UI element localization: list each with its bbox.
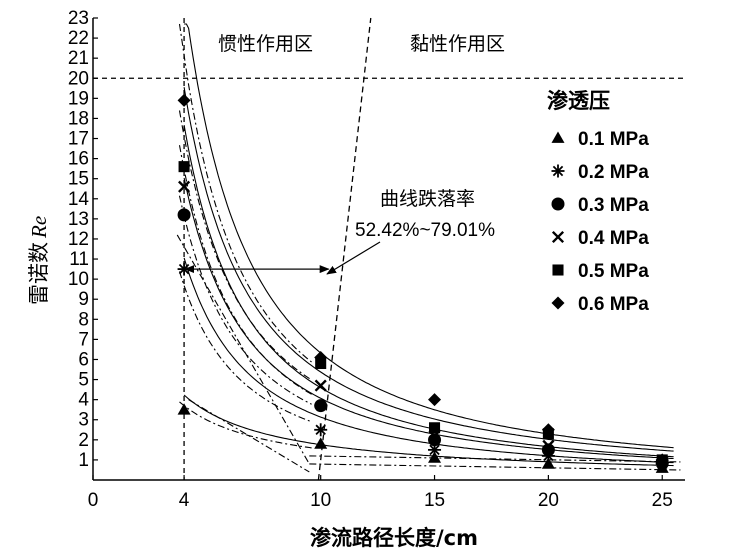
y-tick-label: 8 — [78, 309, 89, 330]
legend-marker-asterisk — [551, 164, 565, 178]
data-point-diamond — [655, 453, 669, 467]
fit-curve-solid — [183, 87, 674, 452]
data-point-triangle — [428, 451, 442, 463]
x-tick-label: 15 — [424, 490, 445, 511]
data-point-cross — [178, 180, 191, 193]
fit-curve-dashdot — [178, 23, 312, 363]
x-tick-label: 10 — [310, 490, 331, 511]
data-point-triangle — [314, 437, 328, 449]
data-point-asterisk — [177, 262, 191, 276]
y-tick-label: 15 — [68, 169, 89, 190]
data-point-square — [178, 161, 190, 173]
y-axis-title: 雷诺数Re — [27, 216, 51, 305]
fit-curve-solid — [183, 177, 674, 460]
legend: 渗透压 0.1 MPa 0.2 MPa 0.3 MPa 0.4 MPa 0.5 MPa 0… — [547, 89, 649, 315]
fit-line-dashdot — [309, 455, 681, 463]
y-tick-label: 14 — [68, 189, 90, 210]
fit-curves — [176, 23, 681, 473]
legend-title: 渗透压 — [547, 89, 610, 113]
fit-curve-solid — [183, 125, 674, 458]
y-tick-label: 17 — [68, 129, 89, 150]
data-point-circle — [541, 443, 555, 457]
x-tick-label: 0 — [88, 490, 99, 511]
legend-label: 0.5 MPa — [578, 261, 649, 282]
y-tick-label: 3 — [78, 410, 89, 431]
data-point-circle — [428, 433, 442, 447]
data-point-square — [429, 422, 441, 434]
drop-rate-title: 曲线跌落率 — [380, 188, 475, 210]
y-tick-label: 12 — [68, 229, 89, 250]
legend-marker-cross — [551, 230, 565, 244]
data-point-asterisk — [314, 423, 328, 437]
legend-label: 0.3 MPa — [578, 195, 649, 216]
legend-marker-triangle — [551, 131, 565, 143]
drop-rate-value: 52.42%~79.01% — [355, 220, 495, 241]
fit-curve-solid — [184, 23, 674, 449]
fit-curve-dashdot — [179, 401, 312, 449]
legend-marker-diamond — [551, 296, 565, 310]
legend-marker-circle — [551, 197, 565, 211]
y-tick-label: 1 — [78, 450, 89, 471]
y-tick-label: 21 — [68, 48, 89, 69]
data-point-circle — [177, 208, 191, 222]
y-tick-label: 18 — [68, 108, 89, 129]
data-point-triangle — [541, 457, 555, 469]
inertial-zone-label: 惯性作用区 — [218, 33, 313, 55]
y-tick-label: 2 — [78, 430, 89, 451]
fit-curve-dashdot — [178, 271, 312, 423]
legend-label: 0.1 MPa — [578, 129, 649, 150]
fit-line-dashdot — [176, 234, 310, 465]
data-point-cross — [542, 439, 555, 452]
x-tick-label: 4 — [179, 490, 190, 511]
viscous-zone-label: 黏性作用区 — [410, 33, 505, 55]
data-point-circle — [314, 399, 328, 413]
fit-curve-dashdot — [178, 195, 312, 405]
x-tick-label: 20 — [538, 490, 559, 511]
fit-curve-dashdot — [178, 145, 312, 395]
x-tick-label: 25 — [652, 490, 673, 511]
drop-rate-arrow — [326, 241, 381, 275]
legend-label: 0.6 MPa — [578, 294, 649, 315]
data-points — [177, 93, 669, 473]
y-tick-label: 10 — [68, 269, 89, 290]
y-axis-title-main: 雷诺数Re — [27, 216, 51, 305]
y-tick-label: 7 — [78, 329, 89, 350]
x-axis-title: 渗流路径长度/cm — [310, 526, 478, 550]
y-tick-label: 13 — [68, 209, 89, 230]
y-tick-label: 6 — [78, 349, 89, 370]
legend-marker-square — [552, 264, 564, 276]
y-tick-label: 20 — [68, 68, 89, 89]
fit-curve-dashdot — [178, 110, 312, 381]
data-point-cross — [314, 379, 327, 392]
data-point-triangle — [177, 403, 191, 415]
y-tick-label: 22 — [68, 28, 89, 49]
data-point-diamond — [541, 423, 555, 437]
data-point-diamond — [177, 93, 191, 107]
data-point-diamond — [428, 393, 442, 407]
fit-curve-solid — [183, 394, 674, 467]
y-tick-label: 9 — [78, 289, 89, 310]
zone-boundary — [317, 17, 372, 481]
y-tick-label: 11 — [69, 249, 89, 270]
y-tick-label: 5 — [78, 370, 89, 391]
legend-label: 0.2 MPa — [578, 162, 649, 183]
y-tick-label: 16 — [68, 149, 89, 170]
fit-line-dashdot — [309, 463, 681, 471]
y-tick-label: 4 — [78, 390, 89, 411]
fit-line-dashdot — [188, 399, 310, 473]
y-tick-label: 19 — [68, 88, 89, 109]
data-point-diamond — [314, 350, 328, 364]
y-tick-label: 23 — [68, 8, 89, 29]
legend-label: 0.4 MPa — [578, 228, 649, 249]
